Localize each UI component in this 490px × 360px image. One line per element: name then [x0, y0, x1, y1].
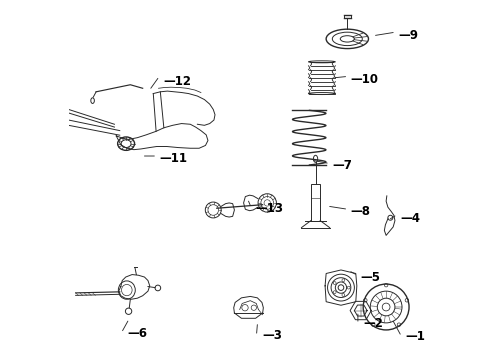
Text: —2: —2	[363, 318, 383, 330]
Bar	[311, 184, 320, 221]
Text: —7: —7	[333, 159, 352, 172]
Text: —8: —8	[351, 205, 371, 218]
Text: —13: —13	[256, 202, 284, 215]
Text: —1: —1	[406, 330, 425, 343]
Text: —5: —5	[361, 270, 381, 284]
Text: —11: —11	[160, 152, 188, 165]
Text: —12: —12	[163, 75, 191, 88]
Text: —9: —9	[398, 29, 418, 42]
Text: —3: —3	[262, 329, 282, 342]
Text: —4: —4	[400, 212, 420, 225]
Text: —6: —6	[128, 327, 148, 340]
Text: —10: —10	[351, 73, 379, 86]
